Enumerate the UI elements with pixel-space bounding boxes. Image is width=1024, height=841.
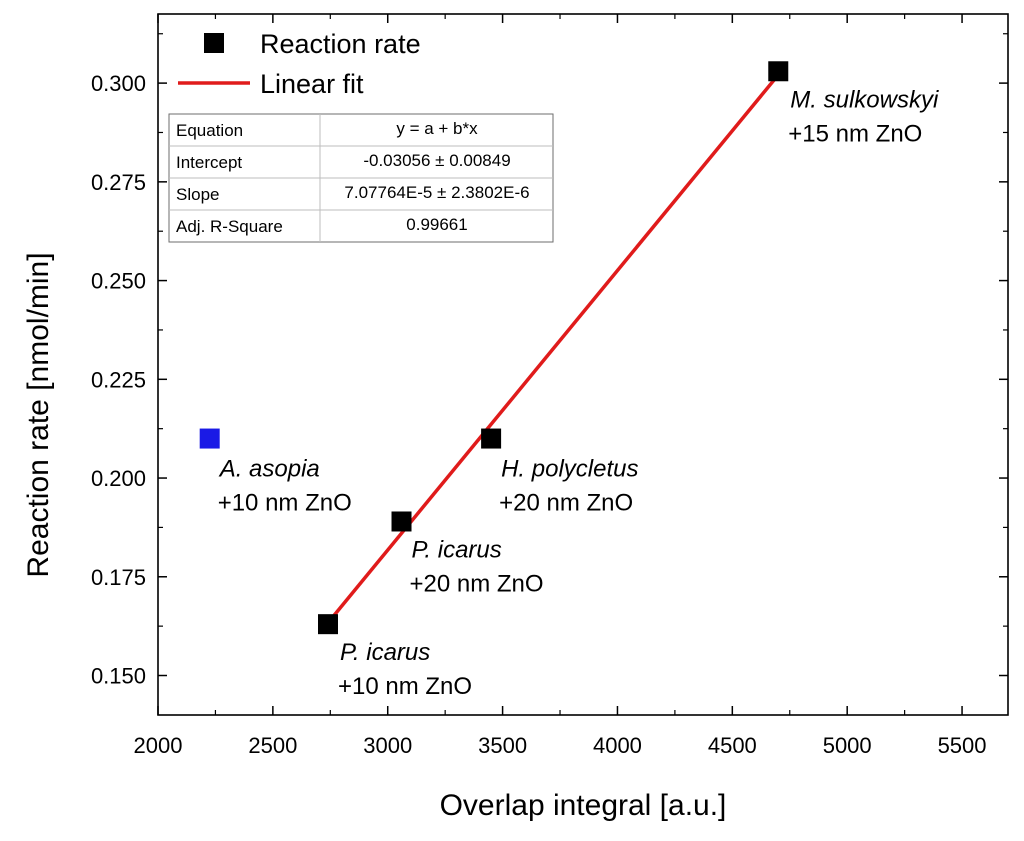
x-tick-label-5500: 5500 (938, 733, 987, 758)
annotation-name-h-polycletus-0-2: H. polycletus (501, 456, 638, 483)
fit-table-value-intercept: -0.03056 ± 0.00849 (363, 151, 510, 170)
y-tick-label-0.225: 0.225 (91, 367, 146, 392)
data-point-p-icarus-0-0 (318, 614, 338, 635)
y-tick-label-0.300: 0.300 (91, 71, 146, 96)
data-point-m-sulkowskyi-0-3 (768, 61, 789, 82)
x-tick-label-3000: 3000 (363, 733, 412, 758)
annotation-sub-p-icarus-0-1: +20 nm ZnO (410, 570, 544, 597)
axis-ticks (157, 14, 1008, 715)
legend-label-reaction-rate: Reaction rate (260, 29, 421, 59)
fit-table-value-adj-r-square: 0.99661 (406, 215, 467, 234)
x-tick-label-5000: 5000 (823, 733, 872, 758)
annotation-sub-h-polycletus-0-2: +20 nm ZnO (499, 490, 633, 517)
y-tick-label-0.250: 0.250 (91, 269, 146, 294)
annotation-sub-a-asopia-1-0: +10 nm ZnO (218, 490, 352, 517)
y-tick-label-0.275: 0.275 (91, 170, 146, 195)
data-point-p-icarus-0-1 (391, 511, 412, 532)
y-tick-labels: 0.150 0.175 0.200 0.225 0.250 0.275 0.300 (91, 71, 146, 688)
annotation-name-p-icarus-0-1: P. icarus (412, 536, 502, 563)
x-tick-label-2000: 2000 (134, 733, 183, 758)
fit-table-key-slope: Slope (176, 185, 219, 204)
annotation-name-p-icarus-0-0: P. icarus (340, 639, 430, 666)
data-point-a-asopia-1-0 (199, 428, 220, 449)
legend: Reaction rate Linear fit (178, 29, 421, 99)
y-tick-label-0.175: 0.175 (91, 565, 146, 590)
point-annotations: P. icarus +10 nm ZnO P. icarus +20 nm ZnO H.… (218, 86, 939, 700)
x-tick-labels: 2000 2500 3000 3500 4000 4500 5000 5500 (134, 733, 987, 758)
y-tick-label-0.150: 0.150 (91, 664, 146, 689)
y-tick-label-0.200: 0.200 (91, 466, 146, 491)
legend-marker-reaction-rate (204, 33, 224, 53)
x-axis-title: Overlap integral [a.u.] (440, 789, 727, 822)
x-tick-label-3500: 3500 (478, 733, 527, 758)
x-tick-label-4000: 4000 (593, 733, 642, 758)
legend-label-linear-fit: Linear fit (260, 69, 364, 99)
fit-table-key-equation: Equation (176, 121, 243, 140)
data-points (199, 61, 789, 635)
data-point-h-polycletus-0-2 (481, 428, 502, 449)
annotation-name-m-sulkowskyi-0-3: M. sulkowskyi (790, 86, 939, 113)
y-axis-title: Reaction rate [nmol/min] (22, 252, 55, 577)
fit-table-key-adj-r-square: Adj. R-Square (176, 217, 283, 236)
fit-table-key-intercept: Intercept (176, 153, 242, 172)
x-tick-label-4500: 4500 (708, 733, 757, 758)
fit-table-value-equation: y = a + b*x (396, 119, 478, 138)
fit-table-value-slope: 7.07764E-5 ± 2.3802E-6 (344, 183, 529, 202)
annotation-sub-m-sulkowskyi-0-3: +15 nm ZnO (788, 120, 922, 147)
x-tick-label-2500: 2500 (248, 733, 297, 758)
fit-results-table: Equation y = a + b*x Intercept -0.03056 … (168, 113, 554, 243)
annotation-sub-p-icarus-0-0: +10 nm ZnO (338, 673, 472, 700)
annotation-name-a-asopia-1-0: A. asopia (218, 456, 320, 483)
